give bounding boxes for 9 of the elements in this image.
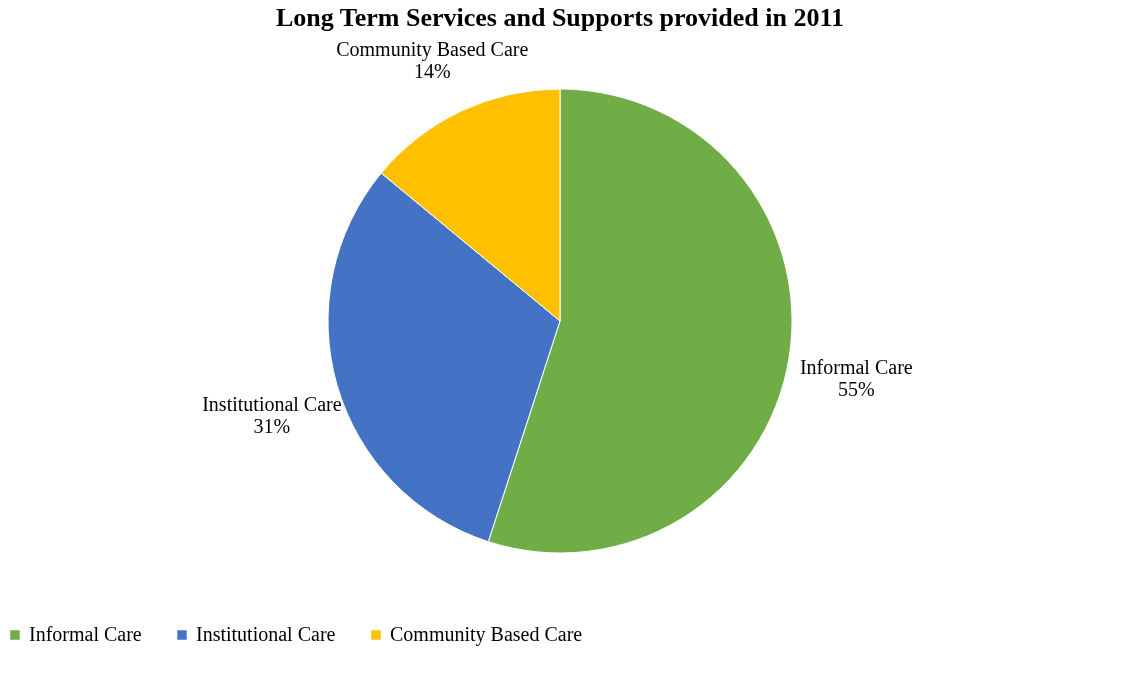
slice-label: Informal Care <box>799 355 913 378</box>
chart-title: Long Term Services and Supports provided in 2011 <box>275 3 845 32</box>
slice-label: Institutional Care <box>202 392 342 415</box>
legend-label: Community Based Care <box>390 623 583 646</box>
data-label: 55% <box>837 377 875 400</box>
legend-label: Institutional Care <box>196 623 336 645</box>
legend-label: Informal Care <box>29 623 142 645</box>
data-label: 31% <box>253 414 291 437</box>
slice-label: Community Based Care <box>336 37 529 61</box>
